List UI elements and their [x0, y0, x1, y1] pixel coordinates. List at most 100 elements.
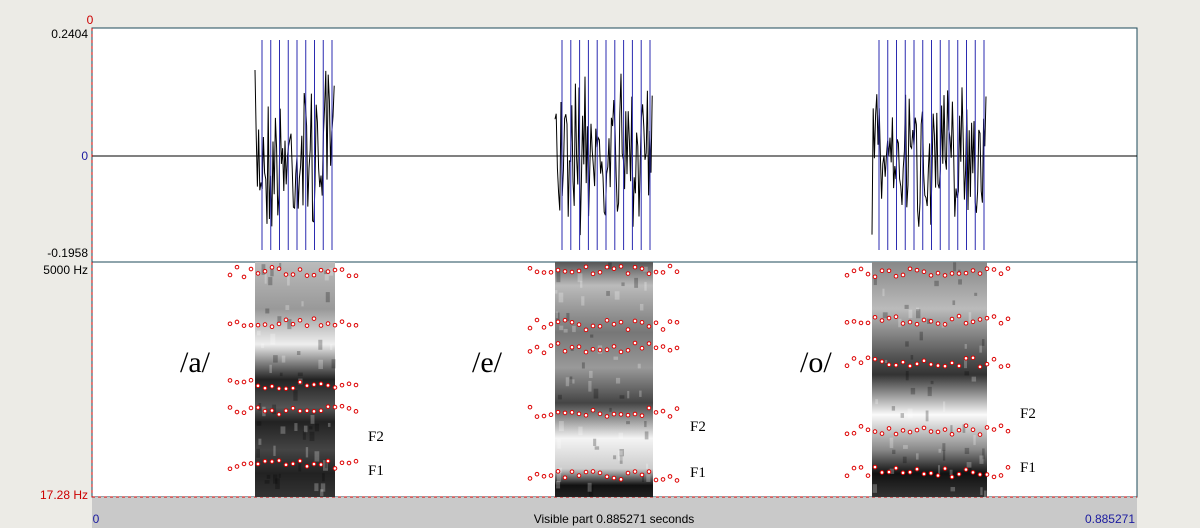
formant-label: F2 [690, 419, 706, 435]
spectrogram-texture [314, 451, 320, 462]
spectrogram-texture [278, 473, 281, 478]
formant-dot [555, 341, 561, 346]
formant-dot [1005, 363, 1011, 369]
formant-dot [262, 322, 268, 327]
formant-dot [639, 413, 645, 418]
formant-dot [269, 383, 275, 389]
formant-dot [844, 473, 850, 479]
spectrogram-texture [627, 390, 630, 399]
formant-dot [269, 265, 275, 270]
spectrogram-texture [910, 387, 916, 395]
formant-dot [353, 458, 359, 464]
formant-dot [653, 320, 659, 326]
spectrogram-texture [275, 478, 280, 490]
formant-dot [332, 466, 338, 471]
formant-dot [928, 470, 934, 476]
formant-dot [928, 429, 934, 434]
freq-bottom: 17.28 Hz [40, 488, 88, 502]
signal-art [227, 40, 1011, 498]
formant-dot [858, 266, 864, 272]
spectrogram-texture [324, 270, 327, 275]
formant-dot [618, 477, 624, 482]
formant-dot [283, 386, 289, 391]
formant-dot [339, 460, 345, 466]
formant-dot [991, 474, 997, 480]
freq-top: 5000 Hz [43, 263, 88, 277]
formant-dot [914, 267, 920, 273]
spectrogram-texture [903, 445, 908, 449]
formant-dot [304, 408, 310, 414]
formant-dot [611, 344, 617, 349]
formant-dot [283, 272, 289, 277]
spectrogram-texture [964, 371, 970, 376]
formant-dot [667, 474, 673, 479]
formant-dot [534, 344, 540, 350]
formant-dot [527, 404, 533, 410]
formant-dot [1005, 266, 1011, 271]
formant-dot [977, 432, 983, 437]
spectrogram-texture [310, 414, 315, 424]
formant-dot [297, 317, 303, 323]
formant-dot [262, 458, 268, 464]
formant-dot [886, 469, 892, 475]
spectrogram-texture [566, 312, 570, 322]
spectrogram-texture [320, 483, 326, 492]
formant-dot [248, 266, 254, 272]
formant-dot [297, 458, 303, 464]
formant-dot [290, 461, 296, 467]
formant-dot [248, 405, 254, 411]
formant-dot [618, 319, 624, 325]
spectrogram-texture [968, 312, 972, 323]
formant-dot [907, 429, 913, 435]
formant-dot [311, 409, 317, 414]
formant-dot [604, 474, 610, 479]
formant-dot [893, 465, 899, 471]
formant-dot [858, 360, 864, 366]
spectrogram-texture [569, 379, 575, 384]
formant-dot [970, 268, 976, 273]
formant-dot [872, 314, 878, 320]
formant-dot [583, 264, 589, 270]
formant-dot [639, 266, 645, 271]
formant-dot [541, 473, 547, 479]
formant-dot [597, 323, 603, 329]
formant-dot [227, 321, 233, 327]
spectrogram-texture [950, 425, 953, 435]
spectrogram-texture [619, 455, 623, 464]
formant-dot [893, 431, 899, 437]
formant-dot [290, 385, 296, 391]
spectrogram-texture [593, 388, 599, 399]
formant-dot [269, 408, 275, 413]
formant-dot [527, 266, 533, 271]
spectrogram-block [255, 262, 335, 497]
spectrogram-texture [962, 424, 966, 433]
spectrogram-texture [907, 408, 913, 419]
spectrogram-texture [324, 274, 329, 281]
spectrogram-texture [301, 301, 304, 307]
spectrogram-texture [287, 319, 292, 330]
spectrogram-texture [983, 490, 987, 498]
formant-dot [255, 322, 261, 328]
formant-dot [674, 269, 680, 275]
formant-dot [984, 361, 990, 367]
formant-dot [604, 318, 610, 323]
formant-dot [255, 405, 261, 410]
spectrogram-texture [594, 446, 600, 450]
formant-dot [325, 383, 331, 388]
time-bar [92, 497, 1137, 528]
formant-dot [844, 363, 850, 368]
formant-dot [597, 411, 603, 417]
spectrogram-texture [309, 431, 315, 442]
spectrogram-texture [559, 325, 564, 331]
formant-dot [928, 273, 934, 278]
spectrogram-texture [581, 362, 585, 369]
formant-dot [977, 317, 983, 322]
formant-dot [900, 359, 906, 365]
spectrogram-texture [905, 341, 909, 347]
spectrogram-texture [639, 303, 644, 311]
formant-dot [583, 469, 589, 475]
spectrogram-texture [280, 426, 286, 434]
formant-dot [970, 319, 976, 325]
spectrogram-texture [875, 399, 878, 405]
